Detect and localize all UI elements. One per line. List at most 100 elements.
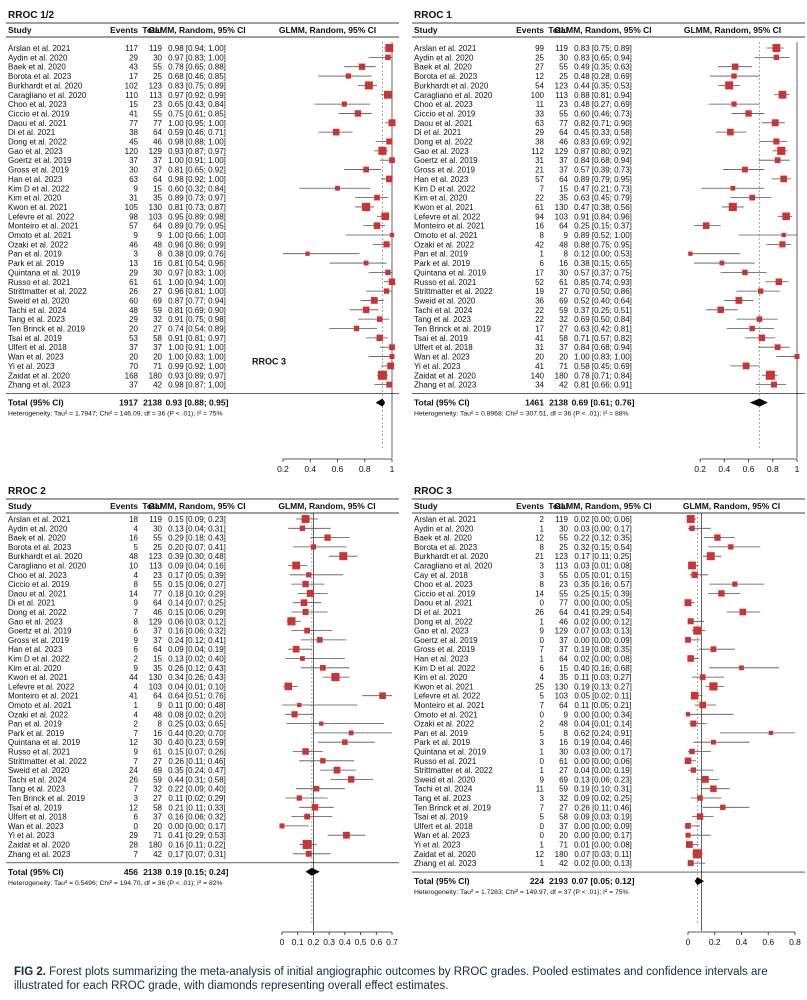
study-ci-text: 0.25 [0.15; 0.39] (574, 589, 632, 598)
study-total: 64 (153, 222, 162, 231)
study-total: 30 (153, 524, 162, 533)
study-name: Zhang et al. 2023 (8, 850, 71, 859)
study-ci-text: 0.45 [0.33; 0.58] (574, 128, 632, 137)
study-events: 29 (129, 831, 138, 840)
study-events: 37 (129, 343, 138, 352)
study-name: Caragliano et al. 2020 (414, 562, 493, 571)
x-tick-label: 0.6 (762, 937, 774, 947)
panel-title: RROC 2 (8, 486, 46, 497)
study-events: 19 (535, 287, 544, 296)
study-box (696, 813, 704, 820)
study-ci-text: 0.11 [0.03; 0.27] (574, 673, 631, 682)
study-name: Kwon et al. 2021 (8, 673, 68, 682)
study-total: 55 (153, 534, 162, 543)
study-box (765, 370, 775, 380)
study-box (313, 785, 320, 792)
study-events: 0 (540, 822, 545, 831)
study-events: 1 (540, 524, 545, 533)
study-box (331, 673, 340, 682)
study-name: Park et al. 2019 (8, 729, 65, 738)
study-box (773, 54, 780, 61)
study-events: 94 (535, 212, 544, 221)
total-total: 2138 (143, 398, 162, 408)
x-tick-label: 0.2 (277, 464, 289, 474)
study-events: 44 (129, 673, 138, 682)
study-ci-text: 0.19 [0.08; 0.35] (574, 645, 632, 654)
study-name: Daou et al. 2021 (414, 599, 473, 608)
study-total: 180 (149, 371, 163, 380)
study-events: 63 (535, 119, 544, 128)
total-total: 2138 (143, 867, 162, 877)
study-ci-text: 0.13 [0.06; 0.23] (574, 775, 632, 784)
study-ci-text: 0.95 [0.89; 0.98] (168, 212, 226, 221)
total-label: Total (95% CI) (414, 398, 470, 408)
study-name: Monteiro et al. 2021 (8, 222, 79, 231)
header-plot: GLMM, Random, 95% CI (683, 501, 780, 511)
study-events: 0 (540, 599, 545, 608)
study-events: 0 (540, 636, 545, 645)
study-name: Dong et al. 2022 (8, 608, 67, 617)
study-ci-text: 1.00 [0.95; 1.00] (168, 119, 226, 128)
study-name: Tang et al. 2023 (414, 794, 471, 803)
study-events: 12 (535, 72, 544, 81)
study-events: 31 (535, 343, 544, 352)
total-events: 1917 (119, 398, 138, 408)
study-box (320, 758, 326, 764)
study-events: 4 (134, 682, 139, 691)
study-ci-text: 0.00 [0.00; 0.09] (574, 822, 632, 831)
study-events: 77 (129, 119, 138, 128)
study-events: 34 (535, 381, 544, 390)
study-ci-text: 0.09 [0.03; 0.19] (574, 813, 632, 822)
study-total: 71 (559, 841, 568, 850)
study-name: Ciccio et al. 2019 (414, 589, 476, 598)
study-name: Gao et al. 2023 (414, 147, 469, 156)
study-total: 30 (153, 738, 162, 747)
study-ci-text: 0.88 [0.81; 0.94] (574, 91, 632, 100)
study-name: Tsai et al. 2019 (414, 813, 468, 822)
study-name: Goertz et al. 2019 (8, 156, 72, 165)
study-box (782, 212, 790, 221)
study-total: 48 (559, 720, 568, 729)
study-total: 180 (555, 850, 569, 859)
study-total: 8 (564, 250, 569, 259)
x-tick-label: 0.4 (304, 464, 316, 474)
study-total: 48 (153, 240, 162, 249)
study-ci-text: 0.02 [0.00; 0.12] (574, 617, 632, 626)
study-name: Caragliano et al. 2020 (414, 91, 493, 100)
study-total: 30 (559, 268, 568, 277)
study-total: 64 (559, 608, 568, 617)
study-events: 6 (134, 813, 139, 822)
study-box (739, 608, 747, 616)
study-name: Di et al. 2021 (8, 128, 56, 137)
study-name: Tsai et al. 2019 (414, 334, 468, 343)
total-label: Total (95% CI) (8, 867, 64, 877)
study-total: 123 (149, 81, 163, 90)
study-ci-text: 0.97 [0.92; 0.99] (168, 91, 226, 100)
study-box (732, 581, 738, 587)
study-name: Monteiro et al. 2021 (414, 222, 485, 231)
total-total: 2193 (549, 876, 568, 886)
study-box (778, 90, 787, 99)
study-ci-text: 0.22 [0.12; 0.35] (574, 534, 632, 543)
study-ci-text: 0.89 [0.52; 1.00] (574, 231, 632, 240)
study-ci-text: 0.97 [0.83; 1.00] (168, 53, 226, 62)
study-name: Strittmatter et al. 2022 (8, 287, 87, 296)
study-events: 1 (540, 250, 545, 259)
study-ci-text: 0.98 [0.87; 1.00] (168, 381, 226, 390)
study-name: Cay et al. 2018 (414, 571, 468, 580)
study-name: Yi et al. 2023 (8, 831, 55, 840)
study-ci-text: 0.08 [0.02; 0.20] (168, 710, 226, 719)
study-box (324, 534, 331, 541)
study-total: 113 (555, 91, 568, 100)
study-box (689, 525, 695, 532)
study-ci-text: 0.78 [0.65; 0.88] (168, 63, 226, 72)
study-name: Wan et al. 2023 (414, 831, 470, 840)
study-total: 23 (153, 571, 162, 580)
study-name: Aydin et al. 2020 (8, 53, 68, 62)
study-total: 35 (153, 664, 162, 673)
study-total: 64 (153, 128, 162, 137)
study-events: 11 (536, 100, 545, 109)
study-ci-text: 0.02 [0.00; 0.08] (574, 655, 632, 664)
study-name: Kim et al. 2020 (8, 194, 62, 203)
study-events: 37 (129, 381, 138, 390)
